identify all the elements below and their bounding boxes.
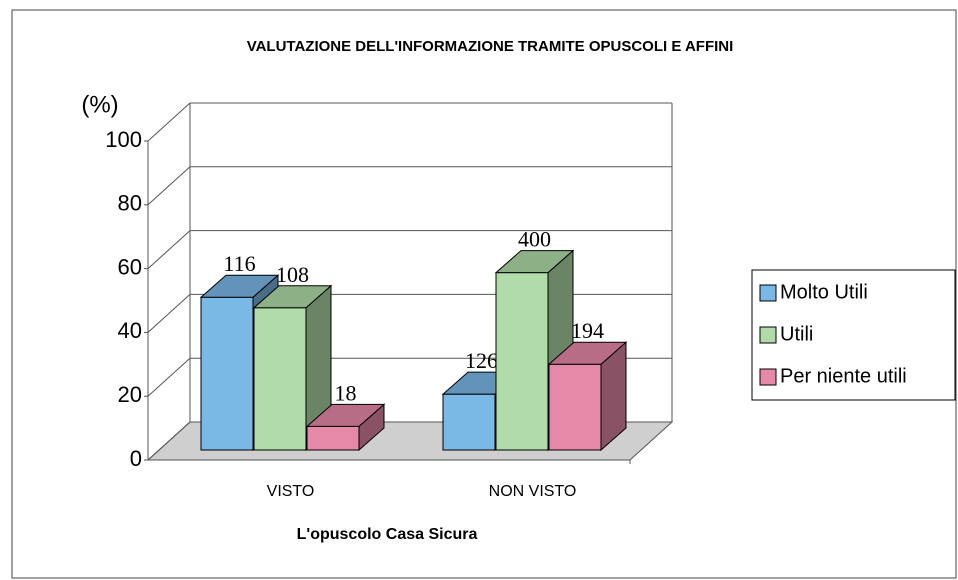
- x-tick-label: NON VISTO: [489, 483, 577, 500]
- grid-line: [147, 357, 191, 397]
- chart-title: VALUTAZIONE DELL'INFORMAZIONE TRAMITE OP…: [247, 38, 734, 55]
- bar-top: [252, 285, 333, 309]
- bar: [548, 363, 602, 451]
- data-label: 126: [465, 348, 498, 373]
- grid-line: [147, 102, 191, 142]
- data-label: 116: [223, 251, 255, 276]
- data-label: 108: [276, 262, 309, 287]
- legend-box: [751, 269, 956, 401]
- grid-line: [147, 166, 191, 206]
- y-tick-label: 20: [118, 382, 142, 407]
- grid-line: [147, 294, 191, 333]
- bar-top: [305, 403, 386, 427]
- bar: [253, 307, 307, 451]
- x-axis-title: L'opuscolo Casa Sicura: [297, 526, 478, 543]
- y-axis-title: (%): [81, 91, 118, 118]
- grid-line: [147, 421, 191, 461]
- y-tick-label: 100: [105, 127, 142, 152]
- y-tick-label: 80: [118, 191, 142, 216]
- data-label: 18: [335, 380, 357, 405]
- bar-top: [199, 274, 280, 298]
- y-tick-label: 60: [118, 254, 142, 279]
- y-tick-label: 0: [130, 446, 142, 471]
- legend-label: Per niente utili: [780, 365, 907, 387]
- legend-label: Molto Utili: [780, 281, 868, 303]
- x-tick-label: VISTO: [267, 483, 315, 500]
- grid-line: [147, 230, 191, 269]
- legend-label: Utili: [780, 323, 813, 345]
- legend-swatch: [759, 326, 777, 344]
- data-label: 194: [571, 318, 604, 343]
- bar-top: [494, 250, 575, 274]
- bar: [495, 272, 549, 451]
- bar: [200, 296, 254, 451]
- y-tick-label: 40: [118, 318, 142, 343]
- data-label: 400: [518, 227, 551, 252]
- bar: [306, 425, 360, 451]
- bar-top: [547, 341, 628, 365]
- legend-swatch: [759, 368, 777, 386]
- bar: [442, 393, 496, 451]
- legend-swatch: [759, 284, 777, 302]
